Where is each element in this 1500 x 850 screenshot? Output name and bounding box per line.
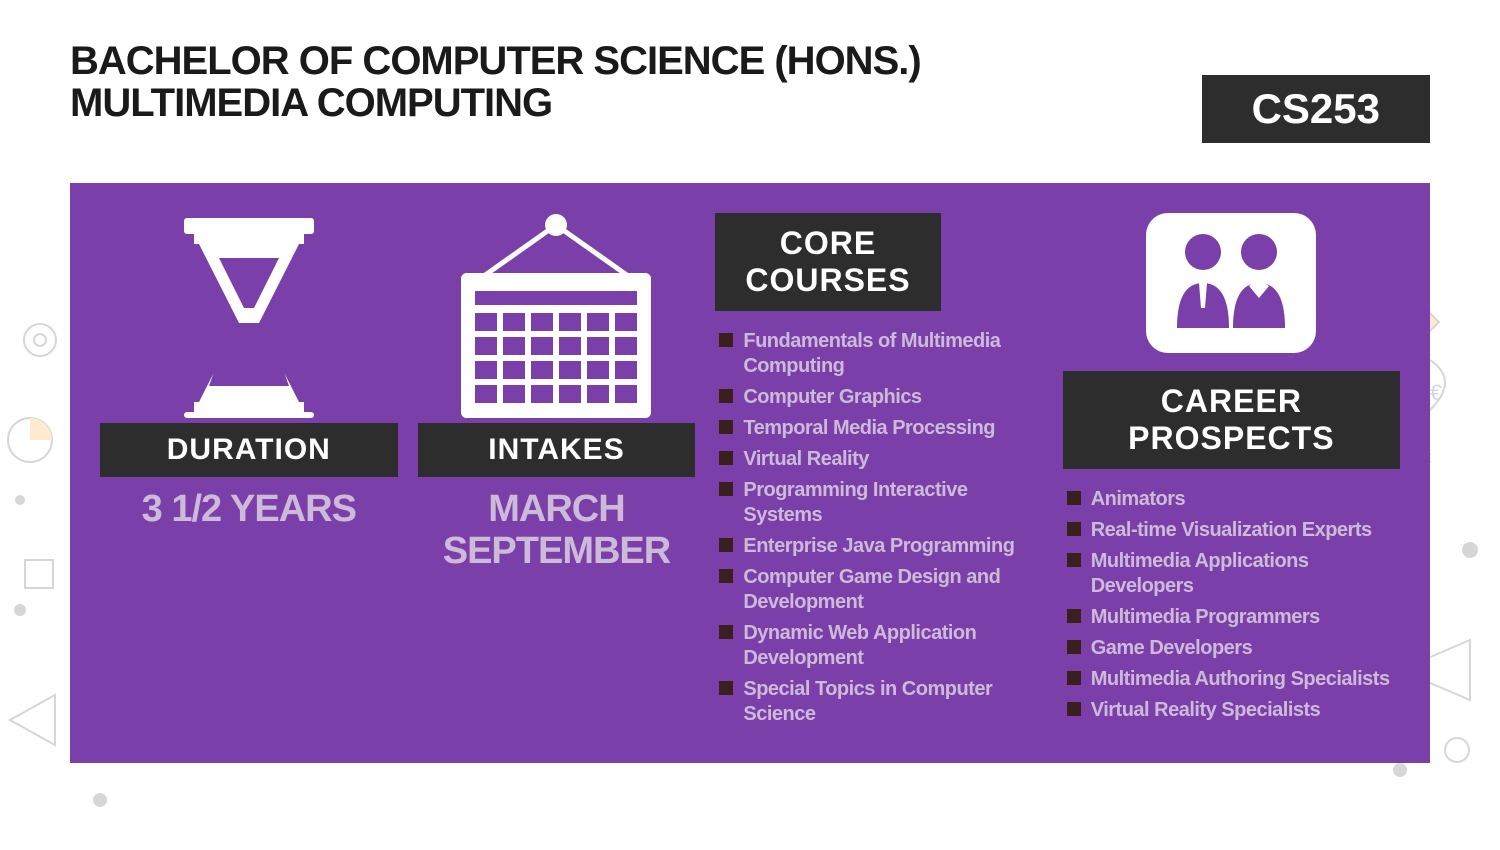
calendar-icon	[418, 213, 696, 423]
list-item: Special Topics in Computer Science	[715, 677, 1042, 727]
core-title-line2: COURSES	[745, 262, 910, 299]
core-courses-column: CORE COURSES Fundamentals of Multimedia …	[715, 213, 1042, 733]
intakes-value-line1: MARCH	[443, 489, 670, 531]
intakes-value-line2: SEPTEMBER	[443, 531, 670, 573]
main-panel: DURATION 3 1/2 YEARS	[70, 183, 1430, 763]
list-item: Enterprise Java Programming	[715, 534, 1042, 559]
duration-column: DURATION 3 1/2 YEARS	[100, 213, 398, 733]
core-courses-title: CORE COURSES	[715, 213, 940, 311]
list-item: Animators	[1063, 487, 1400, 512]
list-item: Virtual Reality Specialists	[1063, 698, 1400, 723]
list-item: Dynamic Web Application Development	[715, 621, 1042, 671]
duration-value: 3 1/2 YEARS	[142, 489, 356, 531]
career-prospects-list: Animators Real-time Visualization Expert…	[1063, 487, 1400, 729]
core-title-line1: CORE	[745, 225, 910, 262]
duration-label: DURATION	[100, 423, 398, 477]
hourglass-icon	[100, 213, 398, 423]
list-item: Fundamentals of Multimedia Computing	[715, 329, 1042, 379]
list-item: Multimedia Applications Developers	[1063, 549, 1400, 599]
career-prospects-column: CAREER PROSPECTS Animators Real-time Vis…	[1063, 213, 1400, 733]
list-item: Computer Game Design and Development	[715, 565, 1042, 615]
list-item: Multimedia Authoring Specialists	[1063, 667, 1400, 692]
title-block: BACHELOR OF COMPUTER SCIENCE (HONS.) MUL…	[70, 40, 1202, 124]
intakes-value: MARCH SEPTEMBER	[443, 489, 670, 573]
career-title-line1: CAREER	[1093, 383, 1370, 420]
title-line-1: BACHELOR OF COMPUTER SCIENCE (HONS.)	[70, 40, 1202, 82]
list-item: Real-time Visualization Experts	[1063, 518, 1400, 543]
list-item: Computer Graphics	[715, 385, 1042, 410]
list-item: Multimedia Programmers	[1063, 605, 1400, 630]
svg-text:€: €	[1430, 380, 1442, 405]
core-courses-list: Fundamentals of Multimedia Computing Com…	[715, 329, 1042, 733]
header: BACHELOR OF COMPUTER SCIENCE (HONS.) MUL…	[0, 0, 1500, 163]
list-item: Temporal Media Processing	[715, 416, 1042, 441]
list-item: Programming Interactive Systems	[715, 478, 1042, 528]
intakes-label: INTAKES	[418, 423, 696, 477]
course-code-badge: CS253	[1202, 75, 1430, 143]
career-prospects-title: CAREER PROSPECTS	[1063, 371, 1400, 469]
intakes-column: INTAKES MARCH SEPTEMBER	[418, 213, 696, 733]
list-item: Game Developers	[1063, 636, 1400, 661]
list-item: Virtual Reality	[715, 447, 1042, 472]
title-line-2: MULTIMEDIA COMPUTING	[70, 82, 1202, 124]
career-title-line2: PROSPECTS	[1093, 420, 1370, 457]
people-icon	[1146, 213, 1316, 353]
